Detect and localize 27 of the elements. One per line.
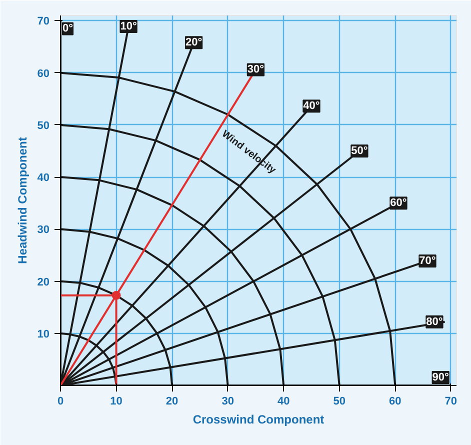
x-tick-label: 50 xyxy=(333,396,346,408)
y-tick-label: 60 xyxy=(37,68,50,80)
y-tick-label: 40 xyxy=(37,172,50,184)
annotation: 50° xyxy=(351,144,368,157)
y-tick-label: 50 xyxy=(37,120,50,132)
annotation: 40° xyxy=(303,100,320,112)
annotation: 10° xyxy=(120,20,137,32)
annotation: 70° xyxy=(419,254,436,267)
annotation: 30° xyxy=(247,64,264,76)
annotation: 80° xyxy=(426,316,443,328)
x-tick-label: 20 xyxy=(166,396,178,408)
annotation: 90° xyxy=(432,372,449,384)
x-tick-label: 30 xyxy=(222,396,234,408)
x-tick-label: 40 xyxy=(277,396,290,408)
x-tick-label: 10 xyxy=(110,396,122,408)
annotation: 60° xyxy=(390,197,407,210)
x-tick-label: 70 xyxy=(444,396,458,408)
y-tick-label: 30 xyxy=(37,224,50,236)
x-tick-label: 60 xyxy=(389,396,402,408)
x-axis-title: Crosswind Component xyxy=(192,412,324,426)
annotation: 0° xyxy=(62,22,74,35)
y-tick-label: 20 xyxy=(37,276,50,288)
y-tick-label: 10 xyxy=(37,328,50,340)
y-axis-title: Headwind Component xyxy=(15,137,30,264)
annotation: 20° xyxy=(185,36,202,49)
x-tick-label: 0 xyxy=(57,396,64,408)
y-tick-label: 70 xyxy=(37,16,50,28)
